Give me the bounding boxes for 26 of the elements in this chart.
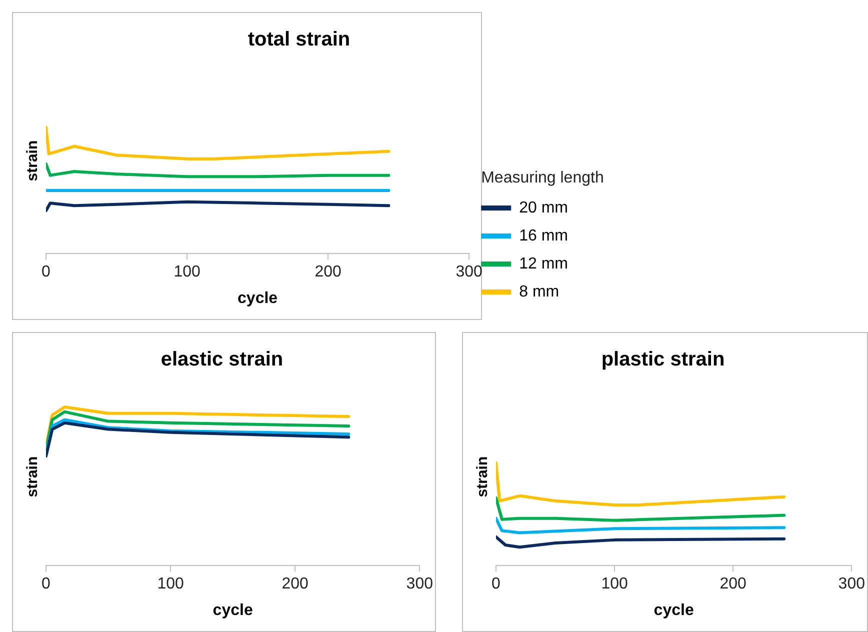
x-tick-label: 200 xyxy=(314,264,342,281)
x-axis-title: cycle xyxy=(212,602,253,619)
legend-label: 20 mm xyxy=(519,199,568,216)
x-tick-label: 300 xyxy=(456,264,483,281)
x-tick-label: 100 xyxy=(157,576,184,593)
x-tick-label: 300 xyxy=(406,576,434,593)
legend-label: 16 mm xyxy=(519,227,568,244)
x-tick-label: 100 xyxy=(601,576,628,593)
y-axis-title: strain xyxy=(24,456,42,498)
chart-title: total strain xyxy=(248,28,350,51)
y-axis-title: strain xyxy=(474,456,492,498)
x-tick-label: 200 xyxy=(282,576,309,593)
y-axis-title: strain xyxy=(24,140,42,182)
x-axis-title: cycle xyxy=(238,290,278,307)
chart-title: elastic strain xyxy=(160,348,284,371)
x-tick-label: 200 xyxy=(720,576,747,593)
x-tick-label: 0 xyxy=(42,576,51,593)
chart-title: plastic strain xyxy=(601,348,725,371)
legend-label: 8 mm xyxy=(519,283,560,300)
x-tick-label: 100 xyxy=(174,264,200,281)
x-tick-label: 0 xyxy=(42,264,51,281)
legend-label: 12 mm xyxy=(519,255,568,272)
x-tick-label: 0 xyxy=(492,576,501,593)
x-tick-label: 300 xyxy=(838,576,866,593)
legend-title: Measuring length xyxy=(481,169,604,186)
x-axis-title: cycle xyxy=(654,602,694,619)
